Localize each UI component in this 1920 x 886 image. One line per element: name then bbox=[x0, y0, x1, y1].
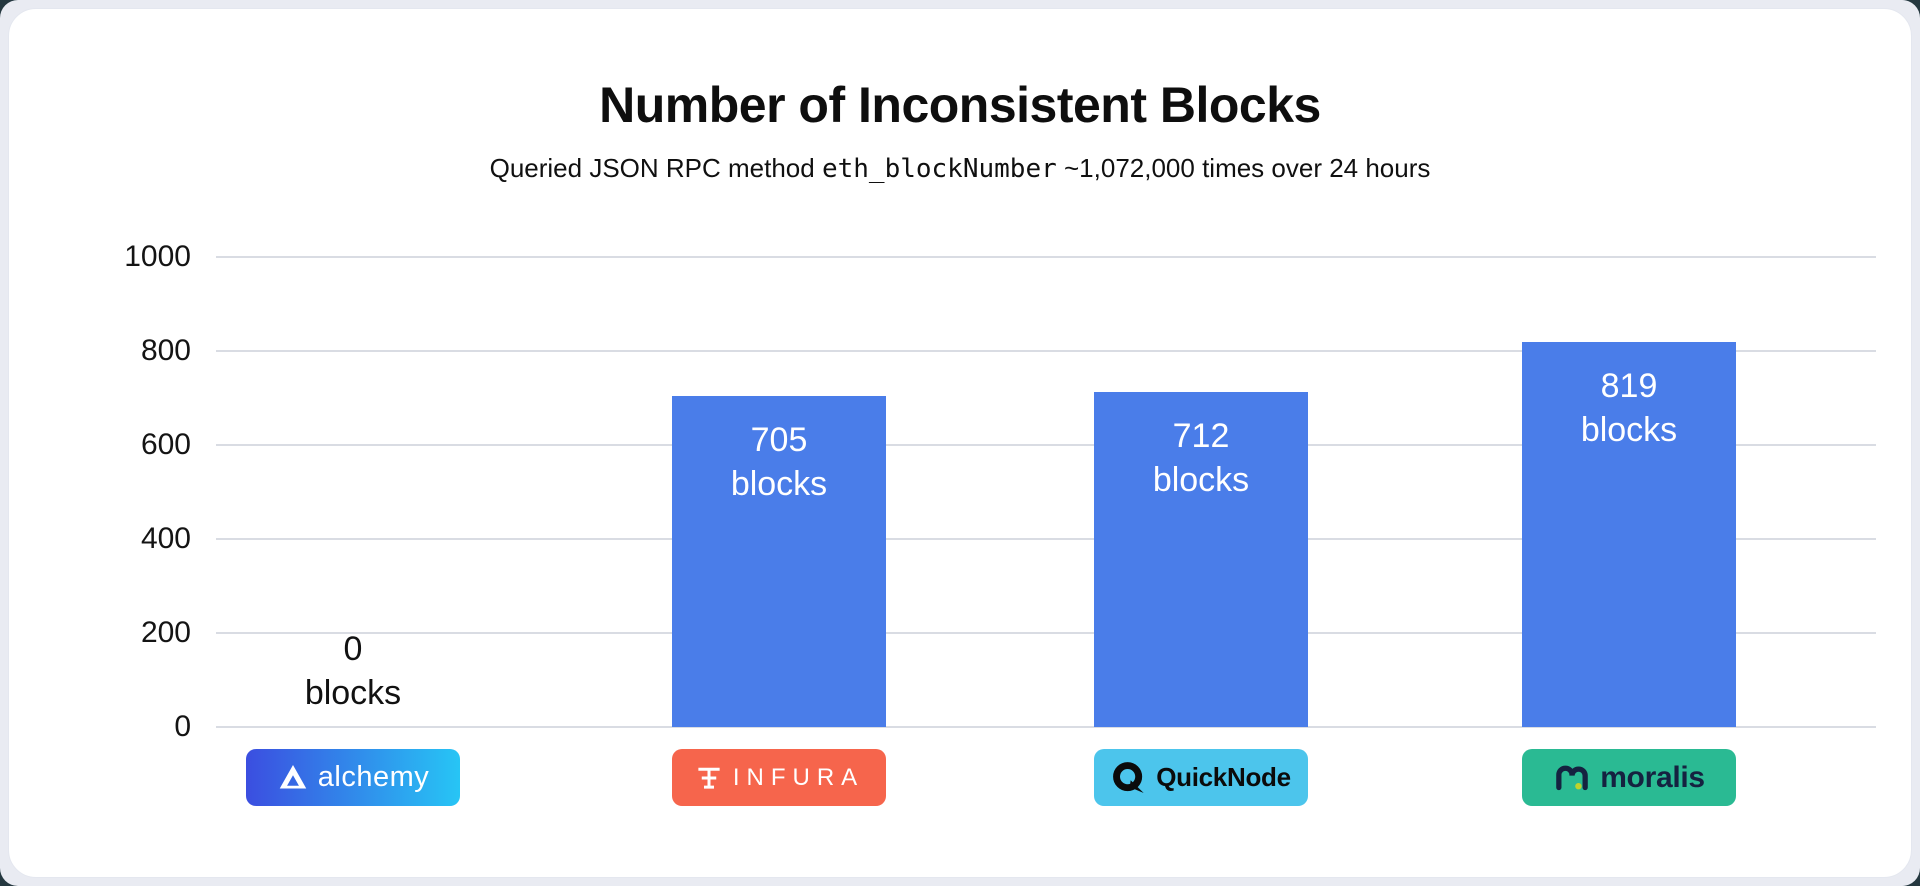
y-tick-label: 0 bbox=[174, 710, 191, 743]
bar-column-infura: 705 blocks INFURA bbox=[672, 257, 886, 806]
value-number: 712 bbox=[1172, 417, 1230, 456]
bar-column-alchemy: 0 blocks alchemy bbox=[246, 257, 460, 806]
value-label-moralis: 819 blocks bbox=[1522, 364, 1736, 452]
y-tick-label: 400 bbox=[140, 522, 191, 555]
moralis-logo-icon bbox=[1556, 765, 1588, 790]
badge-label: QuickNode bbox=[1156, 762, 1291, 792]
quicknode-logo-icon bbox=[1113, 761, 1144, 793]
alchemy-logo-icon bbox=[279, 764, 307, 789]
badge-label: alchemy bbox=[317, 761, 430, 793]
gridline-600 bbox=[216, 444, 1876, 446]
value-label-quicknode: 712 blocks bbox=[1094, 414, 1308, 502]
value-number: 705 bbox=[750, 420, 808, 459]
y-tick-label: 1000 bbox=[124, 240, 191, 273]
subtitle-code-method: eth_blockNumber bbox=[821, 154, 1057, 184]
chart-subtitle: Queried JSON RPC method eth_blockNumber … bbox=[9, 151, 1911, 186]
bar-column-moralis: 819 blocks moralis bbox=[1522, 257, 1736, 806]
value-label-alchemy: 0 blocks bbox=[246, 627, 460, 715]
y-tick-label: 600 bbox=[140, 428, 191, 461]
infura-logo-icon bbox=[698, 767, 720, 789]
provider-badge-alchemy: alchemy bbox=[246, 749, 460, 806]
badge-label: INFURA bbox=[732, 763, 865, 791]
gridline-400 bbox=[216, 538, 1876, 540]
gridline-800 bbox=[216, 350, 1876, 352]
subtitle-suffix: ~1,072,000 times over 24 hours bbox=[1056, 153, 1431, 183]
plot-area: 1000 800 600 400 200 0 0 blocks alchemy … bbox=[124, 240, 1876, 806]
provider-badge-moralis: moralis bbox=[1522, 749, 1736, 806]
value-number: 0 bbox=[343, 630, 363, 668]
chart-card: Number of Inconsistent Blocks Queried JS… bbox=[8, 8, 1912, 878]
badge-label: moralis bbox=[1600, 760, 1705, 794]
bar-quicknode: 712 blocks bbox=[1094, 392, 1308, 727]
gridline-200 bbox=[216, 632, 1876, 634]
gridline-1000 bbox=[216, 256, 1876, 258]
bar-column-quicknode: 712 blocks QuickNode bbox=[1094, 257, 1308, 806]
provider-badge-quicknode: QuickNode bbox=[1094, 749, 1308, 806]
bar-moralis: 819 blocks bbox=[1522, 342, 1736, 727]
y-tick-label: 200 bbox=[140, 616, 191, 649]
value-unit: blocks bbox=[1152, 461, 1250, 500]
bar-infura: 705 blocks bbox=[672, 395, 886, 727]
value-unit: blocks bbox=[730, 464, 828, 503]
value-unit: blocks bbox=[304, 674, 402, 712]
value-unit: blocks bbox=[1580, 411, 1678, 450]
subtitle-prefix: Queried JSON RPC method bbox=[489, 153, 822, 183]
y-tick-label: 800 bbox=[140, 334, 191, 367]
provider-badge-infura: INFURA bbox=[672, 749, 886, 806]
value-label-infura: 705 blocks bbox=[672, 418, 886, 506]
gridline-0 bbox=[216, 726, 1876, 728]
value-number: 819 bbox=[1600, 367, 1658, 406]
chart-title: Number of Inconsistent Blocks bbox=[599, 77, 1321, 133]
